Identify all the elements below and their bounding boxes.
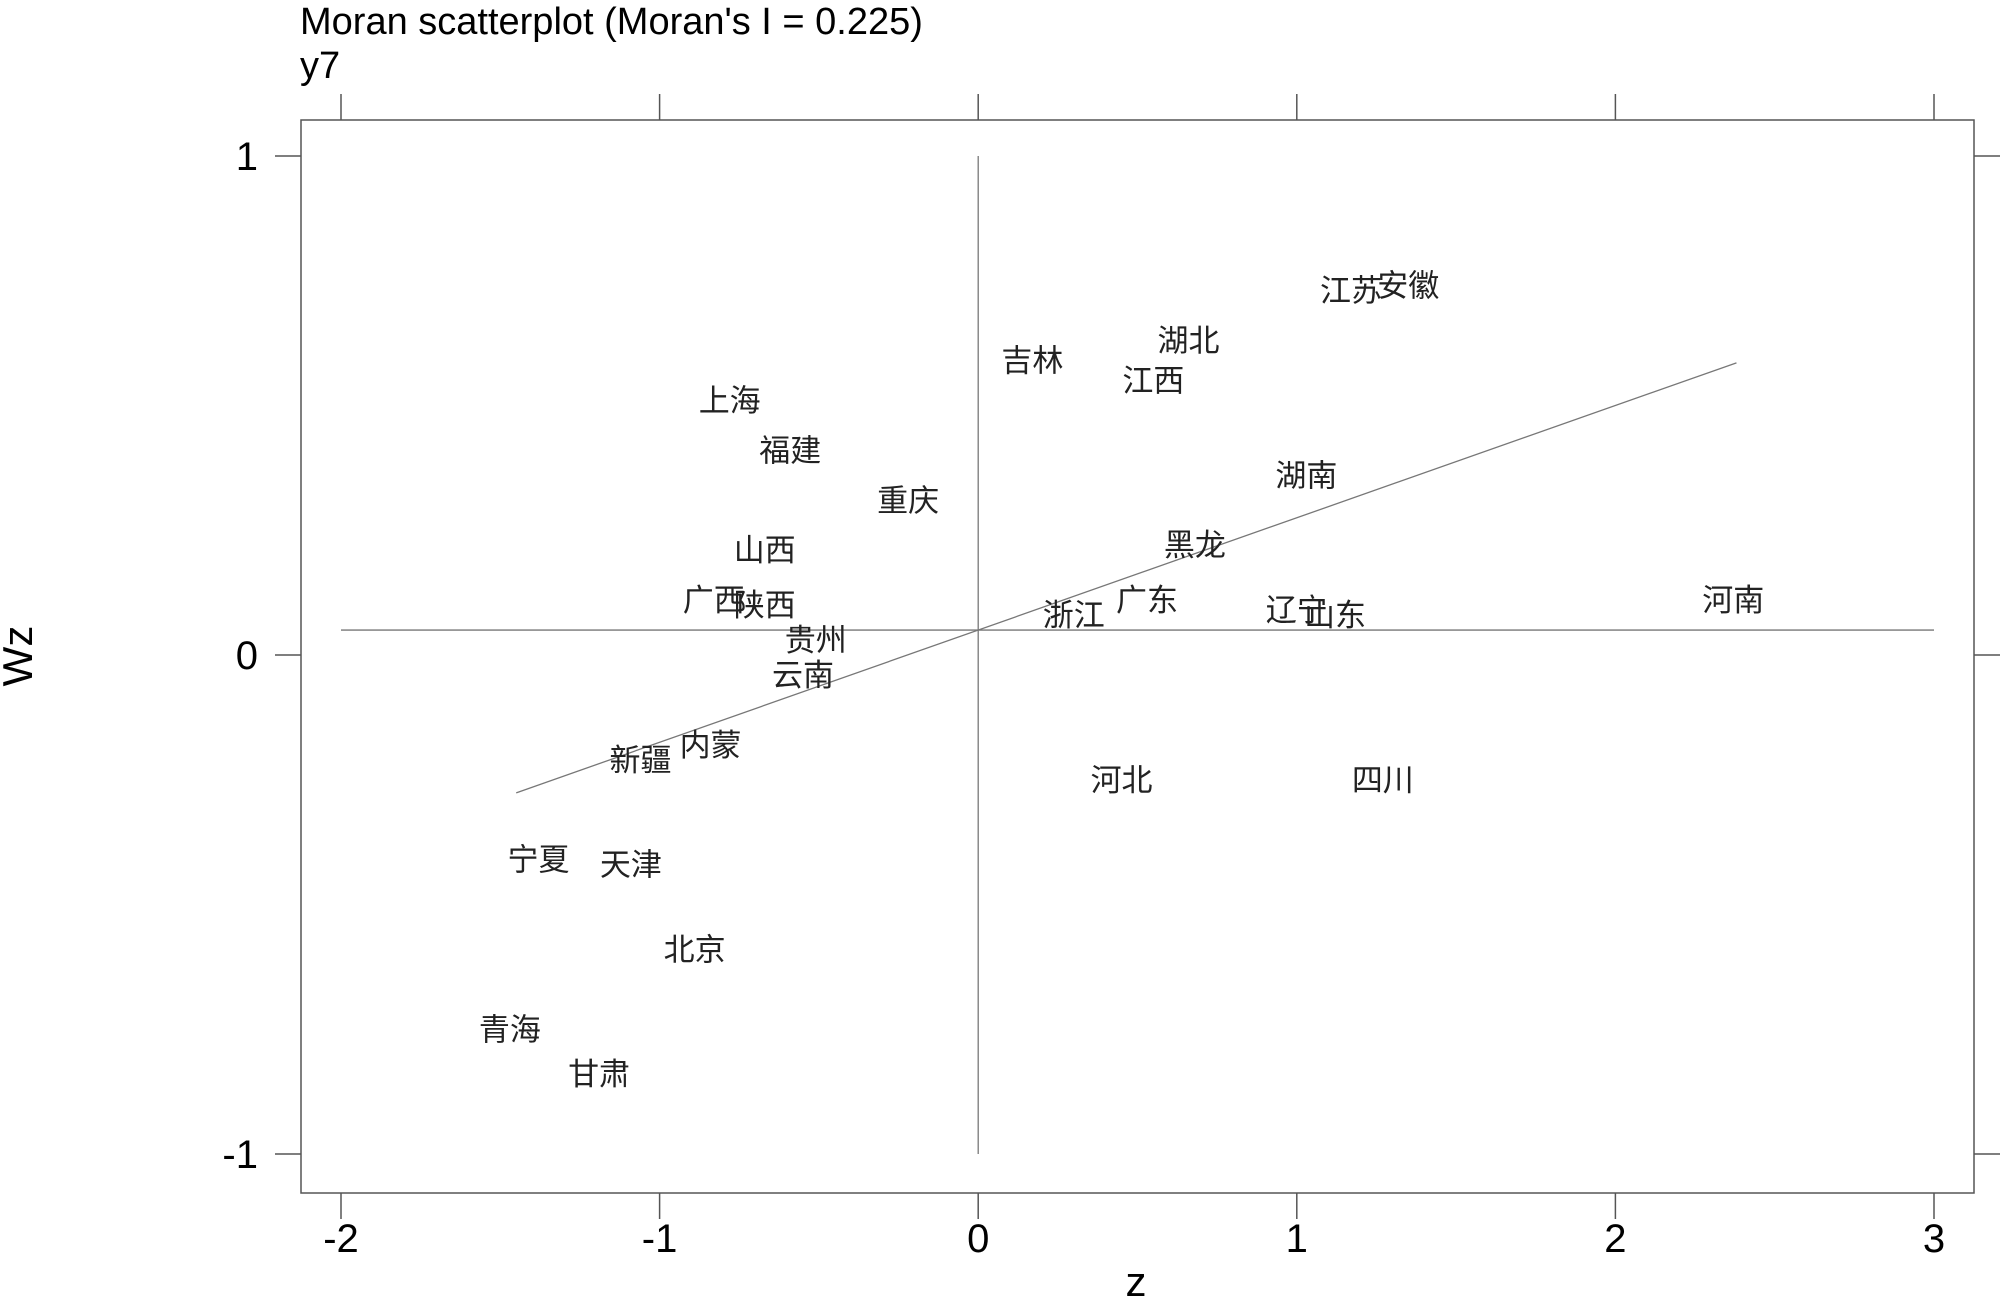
x-tick-label: -2 <box>323 1217 359 1261</box>
point-label: 湖南 <box>1275 458 1337 494</box>
x-tick-label: -1 <box>642 1217 678 1261</box>
point-label: 贵州 <box>785 623 847 659</box>
point-label: 河北 <box>1091 763 1153 799</box>
point-label: 新疆 <box>609 743 671 779</box>
point-label: 福建 <box>759 433 821 469</box>
point-label: 甘肃 <box>568 1057 630 1093</box>
x-axis-label: z <box>1126 1258 1147 1300</box>
y-tick-label: -1 <box>222 1133 258 1177</box>
point-label: 山东 <box>1304 598 1366 634</box>
y-axis-ticks: -1 0 1 <box>222 135 2000 1177</box>
point-label: 广东 <box>1116 583 1178 619</box>
point-label: 辽宁 <box>1266 593 1328 629</box>
point-label: 江西 <box>1122 364 1184 400</box>
point-label: 北京 <box>664 932 726 968</box>
point-label: 重庆 <box>877 483 939 519</box>
plot-frame <box>300 119 1975 1194</box>
chart-subtitle: y7 <box>300 45 340 87</box>
point-label: 安徽 <box>1377 269 1439 305</box>
point-label: 天津 <box>600 848 662 884</box>
x-tick-label: 1 <box>1286 1217 1308 1261</box>
point-label: 上海 <box>699 384 761 420</box>
x-tick-label: 0 <box>967 1217 989 1261</box>
point-label: 吉林 <box>1001 344 1063 380</box>
point-label: 陕西 <box>734 588 796 624</box>
point-label: 黑龙 <box>1164 528 1226 564</box>
point-label: 山西 <box>734 533 796 569</box>
chart-title: Moran scatterplot (Moran's I = 0.225) <box>300 1 923 43</box>
point-label: 青海 <box>479 1012 541 1048</box>
x-tick-label: 3 <box>1923 1217 1945 1261</box>
y-tick-label: 1 <box>236 135 258 179</box>
point-label: 河南 <box>1702 583 1764 619</box>
point-label: 浙江 <box>1043 598 1105 634</box>
point-label: 江苏 <box>1320 274 1382 310</box>
point-label: 四川 <box>1352 763 1414 799</box>
point-label: 宁夏 <box>508 843 570 879</box>
point-label: 广西 <box>683 583 745 619</box>
y-tick-label: 0 <box>236 634 258 678</box>
point-label: 内蒙 <box>680 728 742 764</box>
x-axis-ticks: -2 -1 0 1 2 3 <box>323 94 1945 1261</box>
y-axis-label: Wz <box>0 626 41 687</box>
x-tick-label: 2 <box>1604 1217 1626 1261</box>
regression-fit-line <box>516 362 1737 794</box>
point-label: 湖北 <box>1157 324 1219 360</box>
point-label: 云南 <box>772 658 834 694</box>
